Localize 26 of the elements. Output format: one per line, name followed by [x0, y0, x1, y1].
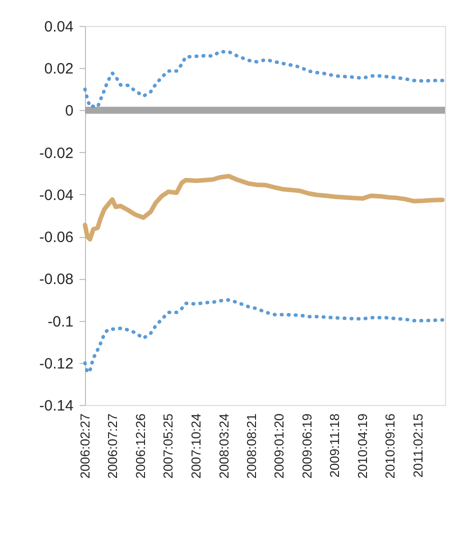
- x-tick-label: 2009:06:19: [299, 414, 314, 479]
- x-tick-label: 2006:02:27: [78, 414, 92, 479]
- line-series: [83, 298, 444, 374]
- y-tick-label: -0.02: [39, 144, 74, 162]
- x-tick-label: 2006:12:26: [132, 414, 148, 479]
- x-tick-label: 2008:03:24: [216, 414, 232, 479]
- x-tick-label: 2010:09:16: [382, 414, 398, 479]
- line-series: [82, 174, 445, 242]
- y-tick-label: -0.04: [39, 186, 74, 204]
- line-series: [83, 50, 444, 109]
- y-tick-label: 0.04: [44, 18, 74, 36]
- x-tick-label: 2007:10:24: [188, 414, 204, 479]
- y-tick-label: 0.02: [44, 60, 74, 78]
- x-tick-label: 2006:07:27: [105, 414, 120, 479]
- y-tick-label: -0.06: [39, 229, 74, 246]
- y-tick-label: 0: [65, 102, 74, 120]
- x-tick-label: 2009:01:20: [272, 414, 287, 479]
- y-tick-label: -0.14: [39, 398, 74, 414]
- y-tick-label: -0.12: [39, 355, 74, 372]
- x-tick-label: 2007:05:25: [160, 414, 176, 479]
- y-tick-label: -0.08: [39, 271, 74, 288]
- y-tick-label: -0.1: [48, 313, 74, 330]
- x-tick-label: 2009:11:18: [327, 414, 342, 478]
- x-tick-label: 2010:04:19: [355, 414, 370, 479]
- x-tick-label: 2008:08:21: [244, 414, 259, 479]
- x-tick-label: 2011:02:15: [410, 414, 426, 478]
